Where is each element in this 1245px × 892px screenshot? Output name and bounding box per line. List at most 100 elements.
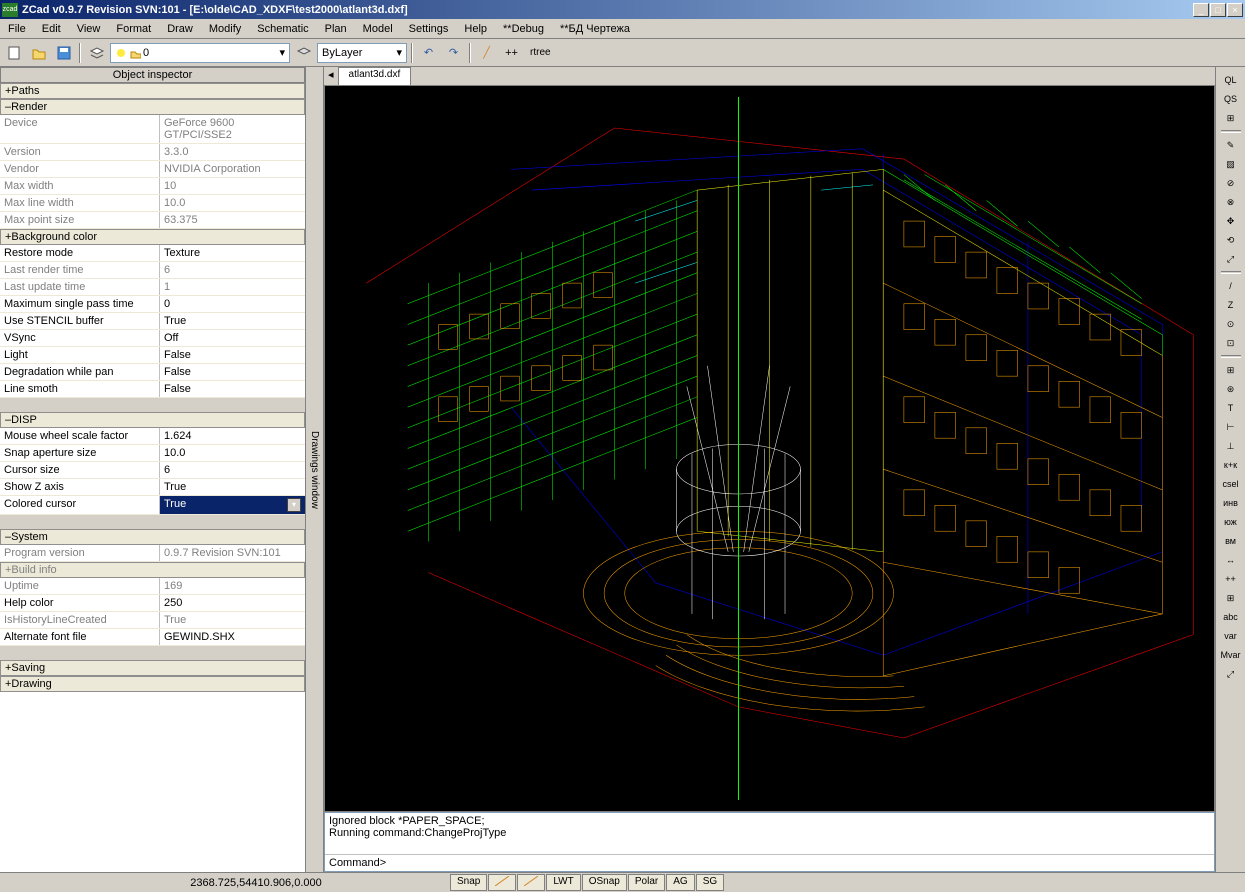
tool-z[interactable]: Z (1220, 296, 1242, 314)
property-row[interactable]: Show Z axisTrue (0, 479, 305, 496)
maximize-button[interactable]: □ (1210, 3, 1226, 17)
tool-mvar[interactable]: Mvar (1220, 646, 1242, 664)
property-row[interactable]: Max point size63.375 (0, 212, 305, 229)
chevron-down-icon[interactable]: ▾ (287, 498, 301, 512)
property-row[interactable]: Max width10 (0, 178, 305, 195)
tool-[interactable]: ↔ (1220, 551, 1242, 569)
tool-[interactable]: ⊘ (1220, 174, 1242, 192)
tool-[interactable]: юж (1220, 513, 1242, 531)
inspector-section[interactable]: –DISP (0, 412, 305, 428)
status-toggle-icon[interactable] (488, 874, 516, 891)
minimize-button[interactable]: _ (1193, 3, 1209, 17)
tool-[interactable]: ✎ (1220, 136, 1242, 154)
property-value[interactable]: 3.3.0 (160, 144, 305, 160)
save-file-button[interactable] (52, 42, 75, 64)
property-value[interactable]: True▾ (160, 496, 305, 514)
property-value[interactable]: True (160, 313, 305, 329)
inspector-subsection[interactable]: +Build info (0, 562, 305, 578)
property-row[interactable]: Version3.3.0 (0, 144, 305, 161)
inspector-section[interactable]: +Paths (0, 83, 305, 99)
tool-t[interactable]: T (1220, 399, 1242, 417)
property-value[interactable]: False (160, 347, 305, 363)
tool-[interactable]: ⊞ (1220, 109, 1242, 127)
file-tab[interactable]: atlant3d.dxf (338, 67, 412, 85)
new-file-button[interactable] (2, 42, 25, 64)
property-row[interactable]: Uptime169 (0, 578, 305, 595)
property-value[interactable]: NVIDIA Corporation (160, 161, 305, 177)
property-row[interactable]: DeviceGeForce 9600 GT/PCI/SSE2 (0, 115, 305, 144)
tool-[interactable]: ⊞ (1220, 589, 1242, 607)
property-row[interactable]: Last render time6 (0, 262, 305, 279)
property-row[interactable]: Max line width10.0 (0, 195, 305, 212)
property-value[interactable]: 6 (160, 462, 305, 478)
property-value[interactable]: Off (160, 330, 305, 346)
property-row[interactable]: Maximum single pass time0 (0, 296, 305, 313)
linestyle-combo[interactable]: ByLayer ▾ (317, 43, 407, 63)
property-row[interactable]: IsHistoryLineCreatedTrue (0, 612, 305, 629)
tool-[interactable]: ⊡ (1220, 334, 1242, 352)
tool-[interactable]: ⟲ (1220, 231, 1242, 249)
tool-[interactable]: ++ (1220, 570, 1242, 588)
tool-[interactable]: / (1220, 277, 1242, 295)
property-value[interactable]: GeForce 9600 GT/PCI/SSE2 (160, 115, 305, 143)
property-value[interactable]: 0 (160, 296, 305, 312)
property-value[interactable]: False (160, 364, 305, 380)
property-row[interactable]: Help color250 (0, 595, 305, 612)
brush-button[interactable]: ╱ (475, 42, 498, 64)
property-value[interactable]: 10 (160, 178, 305, 194)
inspector-section[interactable]: –System (0, 529, 305, 545)
status-toggle-icon[interactable] (517, 874, 545, 891)
inspector-section[interactable]: +Saving (0, 660, 305, 676)
property-value[interactable]: False (160, 381, 305, 397)
drawings-window-tab[interactable]: Drawings window (306, 67, 324, 872)
status-toggle-polar[interactable]: Polar (628, 874, 665, 891)
property-row[interactable]: Cursor size6 (0, 462, 305, 479)
close-button[interactable]: × (1227, 3, 1243, 17)
status-toggle-osnap[interactable]: OSnap (582, 874, 627, 891)
tool-[interactable]: к+к (1220, 456, 1242, 474)
property-value[interactable]: 63.375 (160, 212, 305, 228)
tool-qs[interactable]: QS (1220, 90, 1242, 108)
menu-settings[interactable]: Settings (401, 21, 457, 37)
tool-[interactable]: ⤢ (1220, 665, 1242, 683)
menu-debug[interactable]: **Debug (495, 21, 552, 37)
tool-[interactable]: инв (1220, 494, 1242, 512)
tool-[interactable]: ⊗ (1220, 193, 1242, 211)
property-value[interactable]: 250 (160, 595, 305, 611)
menu-modify[interactable]: Modify (201, 21, 249, 37)
undo-button[interactable]: ↶ (417, 42, 440, 64)
tool-csel[interactable]: csel (1220, 475, 1242, 493)
tool-[interactable]: ⊛ (1220, 380, 1242, 398)
command-input[interactable] (386, 857, 1210, 869)
property-row[interactable]: Last update time1 (0, 279, 305, 296)
menu-model[interactable]: Model (355, 21, 401, 37)
property-row[interactable]: VSyncOff (0, 330, 305, 347)
property-value[interactable]: 0.9.7 Revision SVN:101 (160, 545, 305, 561)
menu-plan[interactable]: Plan (317, 21, 355, 37)
tool-[interactable]: ▨ (1220, 155, 1242, 173)
property-row[interactable]: VendorNVIDIA Corporation (0, 161, 305, 178)
property-row[interactable]: Line smothFalse (0, 381, 305, 398)
tab-nav-left[interactable]: ◂ (324, 67, 338, 85)
status-toggle-ag[interactable]: AG (666, 874, 694, 891)
property-value[interactable]: True (160, 612, 305, 628)
property-row[interactable]: Restore modeTexture (0, 245, 305, 262)
property-value[interactable]: True (160, 479, 305, 495)
property-row[interactable]: Snap aperture size10.0 (0, 445, 305, 462)
property-row[interactable]: Mouse wheel scale factor1.624 (0, 428, 305, 445)
status-toggle-snap[interactable]: Snap (450, 874, 487, 891)
property-row[interactable]: Alternate font fileGEWIND.SHX (0, 629, 305, 646)
tool-[interactable]: ⊢ (1220, 418, 1242, 436)
menu-file[interactable]: File (0, 21, 34, 37)
tool-[interactable]: ⤢ (1220, 250, 1242, 268)
plus-button[interactable]: ++ (500, 42, 523, 64)
menu-draw[interactable]: Draw (159, 21, 201, 37)
tool-ql[interactable]: QL (1220, 71, 1242, 89)
tool-[interactable]: ✥ (1220, 212, 1242, 230)
layer-manager-button[interactable] (292, 42, 315, 64)
property-value[interactable]: 169 (160, 578, 305, 594)
open-file-button[interactable] (27, 42, 50, 64)
menu-format[interactable]: Format (108, 21, 159, 37)
tool-abc[interactable]: abc (1220, 608, 1242, 626)
property-row[interactable]: Degradation while panFalse (0, 364, 305, 381)
